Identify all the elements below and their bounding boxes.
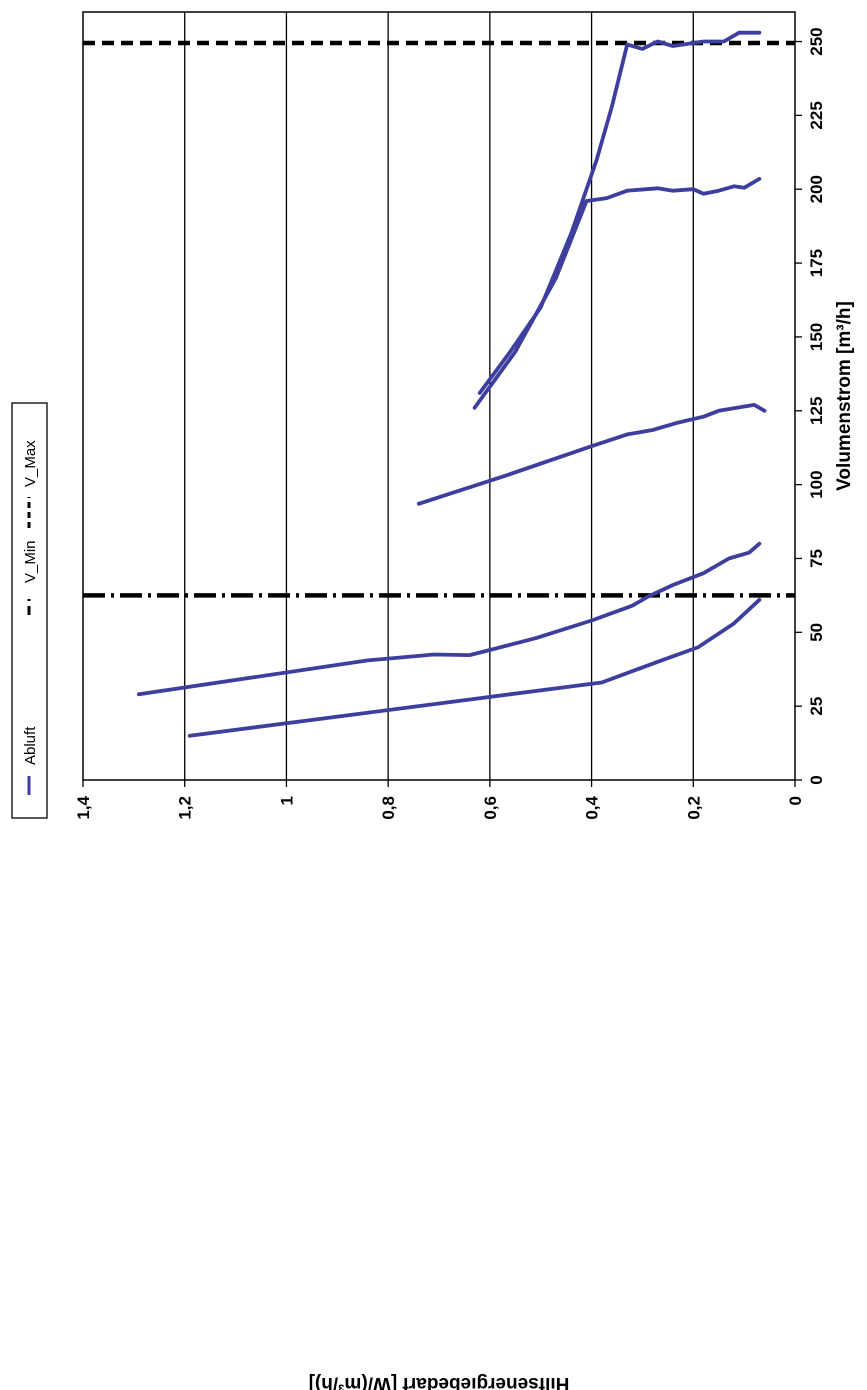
x-tick-label: 50 [807, 623, 826, 642]
legend-label: V_Max [22, 440, 39, 487]
y-tick-label: 0,6 [481, 796, 500, 820]
y-tick-label: 0,8 [379, 796, 398, 820]
series-lines [136, 30, 767, 738]
series-line [187, 597, 762, 738]
series-line [416, 402, 767, 506]
series-line [136, 541, 762, 697]
y-tick-label: 1,4 [74, 795, 93, 819]
y-tick-label: 0,2 [684, 796, 703, 820]
y-tick-label: 0 [786, 796, 805, 805]
y-tick-label: 1 [277, 796, 296, 805]
x-axis-title: Volumenstrom [m³/h] [834, 301, 855, 491]
y-tick-label: 0,4 [583, 795, 602, 819]
x-tick-label: 250 [807, 27, 826, 55]
plot-area [82, 11, 796, 781]
series-line [472, 176, 762, 410]
x-tick-label: 150 [807, 323, 826, 351]
reference-lines [83, 40, 795, 598]
y-axis-title: Hilfsenergiebedarf [W/(m³/h)] [309, 1373, 570, 1390]
x-tick-label: 75 [807, 549, 826, 568]
x-tick-label: 175 [807, 249, 826, 277]
x-tick-label: 200 [807, 175, 826, 203]
legend-label: V_Min [22, 540, 39, 583]
axes: 0 0,2 0,4 0,6 0,8 1 1,2 1,4 0 25 50 75 100 125 150 175 2… [74, 27, 855, 1390]
x-tick-label: 25 [807, 697, 826, 716]
x-tick-label: 0 [807, 775, 826, 784]
legend: Abluft V_Min V_Max [11, 402, 48, 819]
x-tick-label: 225 [807, 101, 826, 129]
x-tick-label: 125 [807, 397, 826, 425]
legend-label: Abluft [22, 726, 39, 765]
y-tick-label: 1,2 [176, 796, 195, 820]
grid-lines [184, 12, 694, 780]
series-line [477, 30, 762, 395]
x-tick-label: 100 [807, 470, 826, 498]
